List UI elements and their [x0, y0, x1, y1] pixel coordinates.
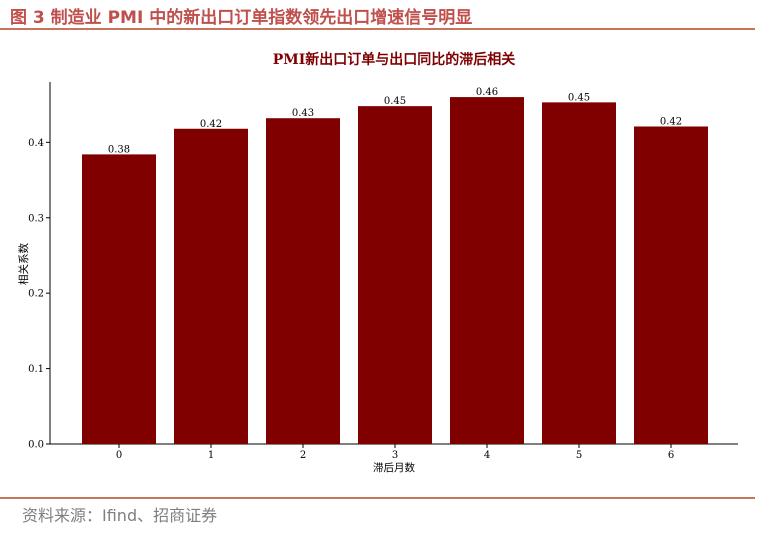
x-axis-title: 滞后月数 [373, 461, 415, 474]
bar-chart: PMI新出口订单与出口同比的滞后相关 0.0 0.1 0.2 0.3 0.4 0 1 2 3 4… [17, 51, 738, 474]
bar [450, 97, 524, 444]
y-tick-label: 0.4 [28, 138, 44, 149]
bar [358, 106, 432, 444]
footer-divider [0, 497, 755, 499]
bar [174, 128, 248, 444]
x-tick-label: 2 [300, 450, 306, 461]
bar [634, 126, 708, 444]
bar-value-label: 0.45 [568, 92, 590, 103]
bar-value-label: 0.45 [384, 96, 406, 107]
y-axis-title: 相关系数 [17, 243, 30, 285]
x-tick-label: 4 [484, 450, 490, 461]
y-tick-label: 0.0 [28, 440, 44, 451]
x-tick-label: 5 [576, 450, 582, 461]
bar [82, 154, 156, 444]
chart-title: PMI新出口订单与出口同比的滞后相关 [273, 51, 516, 68]
x-tick-label: 6 [668, 450, 674, 461]
y-tick-label: 0.1 [28, 364, 44, 375]
x-tick-label: 1 [208, 450, 214, 461]
y-tick-label: 0.3 [28, 213, 44, 224]
x-tick-label: 3 [392, 450, 398, 461]
y-tick-label: 0.2 [28, 289, 44, 300]
figure-title: 图 3 制造业 PMI 中的新出口订单指数领先出口增速信号明显 [10, 8, 473, 28]
bar [266, 118, 340, 444]
header-divider [0, 28, 755, 30]
bar-value-label: 0.38 [108, 144, 130, 155]
x-tick-label: 0 [116, 450, 122, 461]
data-labels: 0.38 0.42 0.43 0.45 0.46 0.45 0.42 [108, 87, 682, 155]
bar-value-label: 0.43 [292, 108, 314, 119]
figure-header: 图 3 制造业 PMI 中的新出口订单指数领先出口增速信号明显 [0, 0, 765, 30]
y-axis: 0.0 0.1 0.2 0.3 0.4 [28, 82, 51, 451]
source-note: 资料来源：Ifind、招商证券 [22, 506, 218, 525]
x-axis: 0 1 2 3 4 5 6 [50, 443, 738, 461]
bar-value-label: 0.46 [476, 87, 498, 98]
bar-series [82, 97, 708, 445]
bar-value-label: 0.42 [200, 119, 222, 130]
bar-value-label: 0.42 [660, 116, 682, 127]
bar [542, 102, 616, 445]
